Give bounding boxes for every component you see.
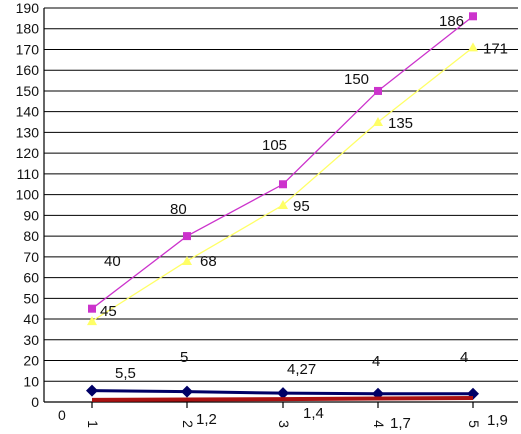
y-tick-label: 10 <box>23 373 39 389</box>
data-label: 186 <box>439 13 464 30</box>
data-point <box>86 384 98 397</box>
origin-label: 0 <box>58 407 66 423</box>
data-label: 1,4 <box>303 405 324 422</box>
x-tick-label: 5 <box>466 420 482 428</box>
grid <box>43 7 518 408</box>
data-label: 150 <box>344 71 369 88</box>
data-label: 45 <box>100 303 117 320</box>
y-tick-label: 190 <box>16 0 40 16</box>
y-axis-ticks: 0 10 20 30 40 50 60 70 80 90 100 110 120 130 140 150 160… <box>16 0 40 410</box>
data-point <box>279 180 287 189</box>
y-tick-label: 110 <box>17 166 40 182</box>
series-0 <box>88 12 477 313</box>
data-label: 4,27 <box>287 361 316 378</box>
series-3 <box>91 396 474 402</box>
series <box>86 12 479 402</box>
y-tick-label: 160 <box>16 62 40 78</box>
y-tick-label: 140 <box>16 104 40 120</box>
data-label: 1,2 <box>196 411 217 428</box>
y-tick-label: 20 <box>23 353 39 369</box>
data-label: 4 <box>460 349 468 366</box>
data-label: 40 <box>104 253 121 270</box>
data-point <box>182 255 192 265</box>
data-point <box>181 385 193 398</box>
y-tick-label: 60 <box>23 270 39 286</box>
y-tick-label: 130 <box>16 124 40 140</box>
data-point <box>277 387 289 400</box>
data-label: 5,5 <box>115 365 136 382</box>
series-line <box>91 15 474 310</box>
y-tick-label: 50 <box>23 290 39 306</box>
series-1 <box>87 42 478 326</box>
data-label: 171 <box>483 40 508 57</box>
data-point <box>278 200 288 209</box>
x-axis-ticks: 1 2 3 4 5 <box>85 420 482 428</box>
y-tick-label: 100 <box>16 187 40 203</box>
data-label: 135 <box>388 115 413 132</box>
data-point <box>183 232 191 241</box>
y-tick-label: 180 <box>16 21 40 37</box>
data-label: 95 <box>293 198 310 215</box>
data-point <box>88 304 96 313</box>
y-tick-label: 80 <box>23 228 39 244</box>
data-point <box>373 117 383 127</box>
y-tick-label: 70 <box>23 249 39 265</box>
y-tick-label: 90 <box>23 207 39 223</box>
data-label: 1,9 <box>487 412 508 429</box>
x-tick-label: 1 <box>85 420 101 428</box>
y-tick-label: 30 <box>23 332 39 348</box>
data-point <box>468 42 478 52</box>
y-tick-label: 120 <box>16 145 40 161</box>
data-point <box>87 316 97 326</box>
data-label: 68 <box>200 253 217 270</box>
data-label: 4 <box>372 353 380 370</box>
x-tick-label: 4 <box>371 420 387 428</box>
series-2 <box>86 384 479 400</box>
series-line <box>91 396 474 402</box>
y-tick-label: 0 <box>31 394 39 410</box>
y-tick-label: 150 <box>16 83 40 99</box>
data-point <box>469 12 477 21</box>
y-tick-label: 40 <box>23 311 39 327</box>
data-label: 105 <box>262 137 287 154</box>
x-tick-label: 3 <box>276 420 292 428</box>
x-tick-label: 2 <box>180 420 196 428</box>
data-point <box>374 86 382 95</box>
data-label: 5 <box>180 349 188 366</box>
y-tick-label: 170 <box>16 41 40 57</box>
data-label: 1,7 <box>390 415 411 432</box>
data-label: 80 <box>170 201 187 218</box>
